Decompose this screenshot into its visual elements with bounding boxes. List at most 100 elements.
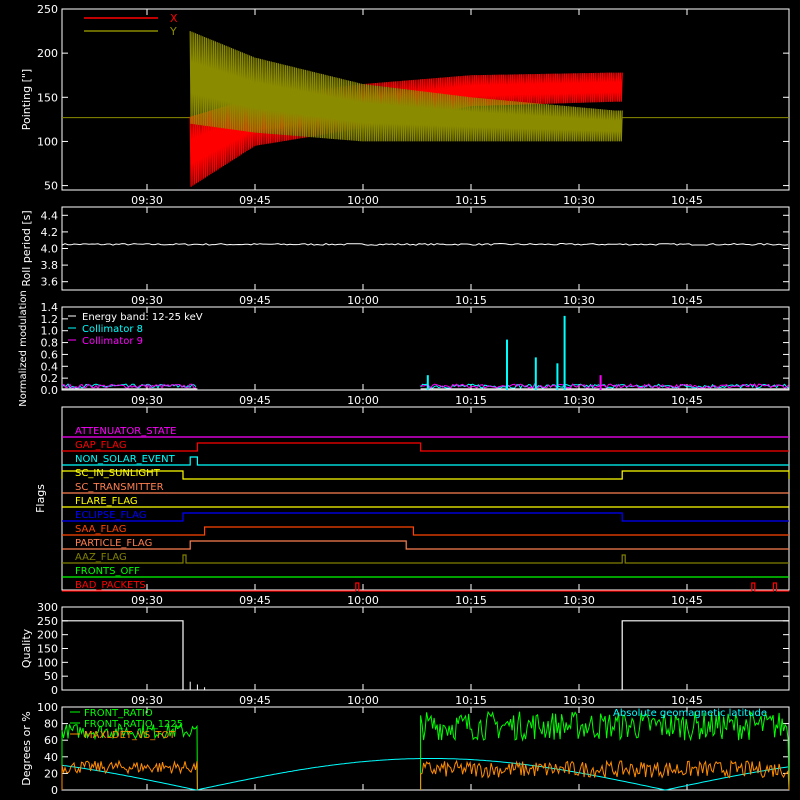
modulation-xtick-label: 10:15 (455, 394, 487, 407)
pointing-series-y (189, 31, 623, 142)
modulation-xtick-label: 09:45 (239, 394, 271, 407)
modulation-xtick-label: 10:00 (347, 394, 379, 407)
quality-xtick-label: 10:00 (347, 694, 379, 707)
roll-ytick-label: 3.6 (41, 276, 59, 289)
ratios-legend-label: MAXLDET_VS_TOT (84, 730, 176, 741)
ratios-front-ratio-line (420, 710, 790, 791)
flag-label-fronts-off: FRONTS_OFF (75, 566, 140, 577)
roll-xtick-label: 10:15 (455, 294, 487, 307)
quality-ytick-label: 200 (37, 629, 58, 642)
pointing-legend-label: X (170, 12, 178, 25)
roll-ylabel: Roll period [s] (20, 210, 33, 286)
quality-xtick-label: 09:45 (239, 694, 271, 707)
flags-xtick-label: 10:15 (455, 594, 487, 607)
ratios-maxldet-line (61, 759, 198, 791)
modulation-noise-magenta (420, 383, 789, 390)
roll-ytick-label: 3.8 (41, 259, 59, 272)
flag-label-flare-flag: FLARE_FLAG (75, 496, 138, 507)
quality-segment (621, 620, 789, 690)
modulation-legend-label: Collimator 9 (82, 336, 143, 347)
flags-xtick-label: 09:30 (131, 594, 163, 607)
quality-xtick-label: 10:30 (563, 694, 595, 707)
flag-label-attenuator-state: ATTENUATOR_STATE (75, 426, 176, 437)
ratios-ytick-label: 0 (51, 784, 58, 797)
pointing-ytick-label: 50 (44, 180, 58, 193)
roll-xtick-label: 09:30 (131, 294, 163, 307)
ratios-ytick-label: 80 (44, 718, 58, 731)
roll-xtick-label: 10:00 (347, 294, 379, 307)
flags-xtick-label: 10:30 (563, 594, 595, 607)
pointing-xtick-label: 10:30 (563, 194, 595, 207)
roll-xtick-label: 09:45 (239, 294, 271, 307)
modulation-ytick-label: 1.0 (41, 325, 59, 338)
quality-xtick-label: 10:45 (671, 694, 703, 707)
roll-xtick-label: 10:30 (563, 294, 595, 307)
quality-ylabel: Quality (20, 628, 33, 668)
modulation-ytick-label: 1.4 (41, 301, 59, 314)
flag-line-gap-flag (62, 442, 789, 452)
quality-frame (61, 606, 790, 691)
ratios-ylabel: Degrees or % (20, 711, 33, 785)
ratios-front-ratio-line (61, 722, 198, 791)
modulation-frame (61, 306, 790, 391)
pointing-ytick-label: 200 (37, 47, 58, 60)
quality-ytick-label: 0 (51, 684, 58, 697)
flag-label-sc-in-sunlight: SC_IN_SUNLIGHT (75, 468, 161, 479)
flag-line-particle-flag (62, 540, 789, 550)
quality-xtick-label: 09:30 (131, 694, 163, 707)
ratios-ytick-label: 20 (44, 767, 58, 780)
pointing-frame (61, 8, 790, 191)
pointing-ytick-label: 150 (37, 91, 58, 104)
pointing-xtick-label: 10:15 (455, 194, 487, 207)
quality-ytick-label: 300 (37, 601, 58, 614)
modulation-ytick-label: 0.2 (41, 372, 59, 385)
flag-label-non-solar-event: NON_SOLAR_EVENT (75, 454, 176, 465)
ratios-legend-label: Absolute geomagnetic latitude (613, 708, 767, 719)
ratios-ytick-label: 100 (37, 701, 58, 714)
pointing-legend-label: Y (169, 25, 177, 38)
flag-label-sc-transmitter: SC_TRANSMITTER (75, 482, 164, 493)
modulation-legend-label: Collimator 8 (82, 324, 143, 335)
ratios-legend-label: FRONT_RATIO (84, 708, 153, 719)
flag-label-saa-flag: SAA_FLAG (75, 524, 126, 535)
modulation-ytick-label: 0.6 (41, 348, 59, 361)
pointing-ytick-label: 100 (37, 135, 58, 148)
pointing-xtick-label: 09:45 (239, 194, 271, 207)
flag-line-eclipse-flag (62, 512, 789, 522)
roll-ytick-label: 4.4 (41, 209, 59, 222)
quality-ytick-label: 250 (37, 615, 58, 628)
flag-label-gap-flag: GAP_FLAG (75, 440, 127, 451)
flags-ylabel: Flags (34, 484, 47, 513)
flag-label-eclipse-flag: ECLIPSE_FLAG (75, 510, 146, 521)
ratios-maxldet-line (420, 759, 790, 791)
modulation-ytick-label: 0.8 (41, 337, 59, 350)
roll-ytick-label: 4.2 (41, 226, 59, 239)
pointing-xtick-label: 09:30 (131, 194, 163, 207)
flag-line-sc-in-sunlight (61, 470, 790, 480)
quality-ytick-label: 50 (44, 670, 58, 683)
modulation-xtick-label: 10:30 (563, 394, 595, 407)
flag-line-bad-packets (62, 582, 789, 592)
flag-label-particle-flag: PARTICLE_FLAG (75, 538, 152, 549)
modulation-xtick-label: 09:30 (131, 394, 163, 407)
flag-label-bad-packets: BAD_PACKETS (75, 580, 146, 591)
quality-xtick-label: 10:15 (455, 694, 487, 707)
roll-xtick-label: 10:45 (671, 294, 703, 307)
modulation-xtick-label: 10:45 (671, 394, 703, 407)
flags-xtick-label: 10:45 (671, 594, 703, 607)
modulation-noise-magenta (61, 383, 197, 390)
flag-line-aaz-flag (62, 554, 789, 564)
quality-ytick-label: 150 (37, 643, 58, 656)
quality-ytick-label: 100 (37, 656, 58, 669)
roll-period-line (61, 242, 789, 246)
roll-ytick-label: 4.0 (41, 243, 59, 256)
modulation-ytick-label: 0.0 (41, 384, 59, 397)
ratios-legend-label: FRONT_RATIO_1225 (84, 719, 183, 730)
modulation-legend-label: Energy band: 12-25 keV (82, 312, 203, 323)
flag-line-non-solar-event (62, 456, 789, 466)
pointing-ytick-label: 250 (37, 3, 58, 16)
flag-label-aaz-flag: AAZ_FLAG (75, 552, 127, 563)
quality-segment (62, 620, 184, 690)
roll-frame (61, 206, 790, 291)
